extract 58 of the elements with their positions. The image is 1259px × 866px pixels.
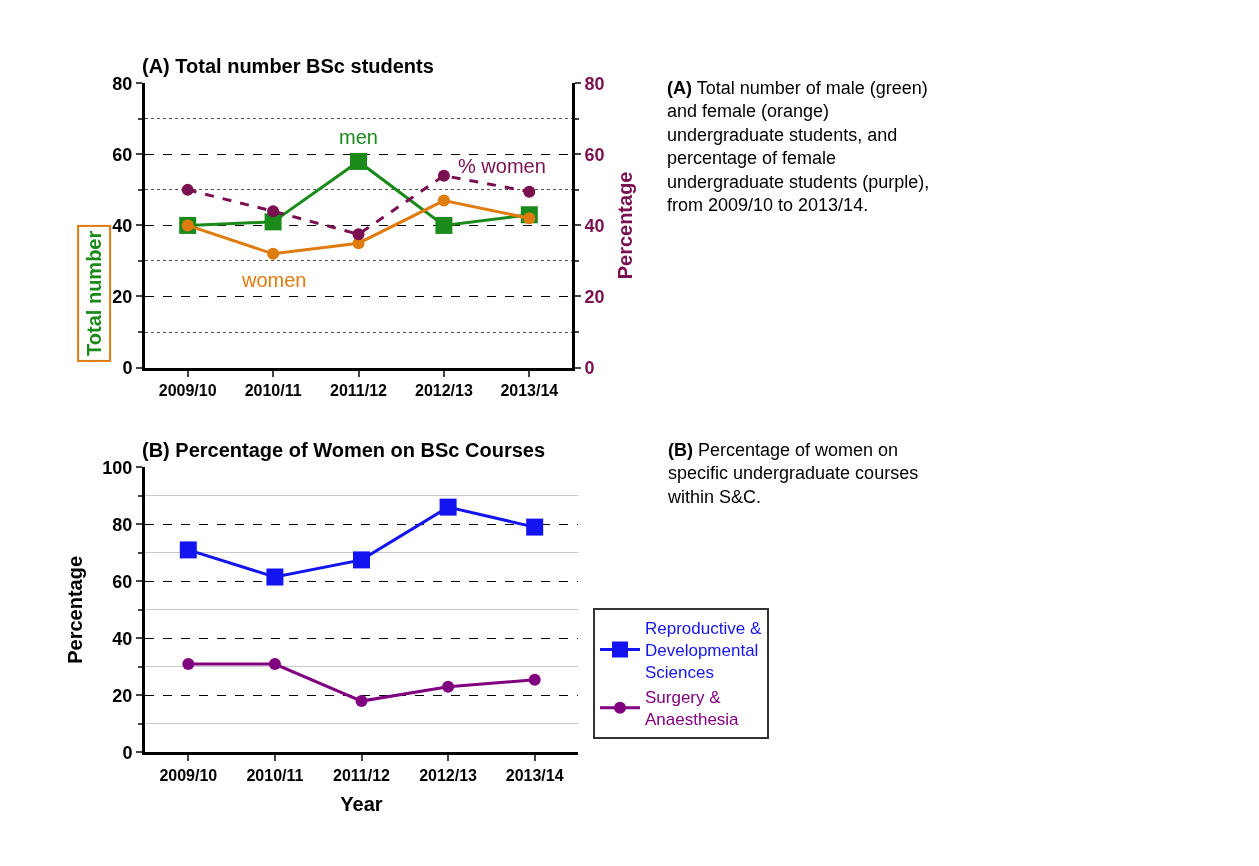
point xyxy=(352,228,365,241)
y-tick-label: 0 xyxy=(122,742,133,763)
point xyxy=(350,152,367,170)
y-axis-title: Percentage xyxy=(63,555,86,664)
y-tick-label: 60 xyxy=(112,144,133,165)
x-tick-label: 2012/13 xyxy=(419,766,478,784)
point xyxy=(523,185,536,198)
y2-tick-label: 0 xyxy=(584,357,595,378)
legend-label: Surgery & Anaesthesia xyxy=(645,688,740,730)
text: (A) Total number of male (green) and female (orange) undergraduate students, and percentage of female undergraduate students (purple), from 2009/10 to 2013/14. xyxy=(667,78,930,215)
point xyxy=(437,169,450,182)
point xyxy=(267,205,280,218)
point xyxy=(442,680,455,693)
series-label: % women xyxy=(458,155,546,177)
y-tick-label: 100 xyxy=(102,457,133,478)
point xyxy=(182,658,195,671)
chart-title: (A) Total number BSc students xyxy=(142,55,434,77)
point xyxy=(437,194,450,207)
y-tick-label: 80 xyxy=(112,514,133,535)
y-tick-label: 20 xyxy=(112,685,133,706)
x-tick-label: 2012/13 xyxy=(414,381,473,399)
y2-tick-label: 80 xyxy=(584,73,605,94)
x-tick-label: 2010/11 xyxy=(246,766,304,784)
x-tick-label: 2011/12 xyxy=(330,381,388,399)
text: (B) Percentage of women on specific undergraduate courses within S&C. xyxy=(667,440,919,507)
y-tick-label: 0 xyxy=(122,357,133,378)
series-label: men xyxy=(339,126,378,148)
x-tick-label: 2011/12 xyxy=(333,766,391,784)
point xyxy=(439,498,457,516)
chart-title: (B) Percentage of Women on BSc Courses xyxy=(142,439,546,461)
point xyxy=(526,518,544,536)
y2-axis-title: Percentage xyxy=(614,171,637,280)
y-tick-label: 60 xyxy=(112,571,133,592)
point xyxy=(268,658,281,671)
x-tick-label: 2013/14 xyxy=(500,381,559,399)
x-axis-title: Year xyxy=(340,793,383,816)
x-tick-label: 2009/10 xyxy=(158,381,217,399)
x-tick-label: 2013/14 xyxy=(505,766,564,784)
legend-label: Reproductive & Developmental Sciences xyxy=(645,619,762,683)
point xyxy=(181,183,194,196)
point xyxy=(435,216,453,234)
y-tick-label: 40 xyxy=(112,215,133,236)
y2-tick-label: 60 xyxy=(584,144,605,165)
y2-tick-label: 40 xyxy=(584,215,605,236)
point xyxy=(528,673,541,686)
y-tick-label: 20 xyxy=(112,286,133,307)
point xyxy=(355,695,368,708)
x-tick-label: 2009/10 xyxy=(159,766,218,784)
x-tick-label: 2010/11 xyxy=(244,381,302,399)
point xyxy=(353,551,370,569)
point xyxy=(267,247,280,260)
y-tick-label: 80 xyxy=(112,73,133,94)
point xyxy=(266,568,284,586)
y-axis-title: Total number xyxy=(83,230,106,356)
y-tick-label: 40 xyxy=(112,628,133,649)
y2-tick-label: 20 xyxy=(584,286,605,307)
point xyxy=(179,541,197,559)
series-label: women xyxy=(241,269,307,291)
